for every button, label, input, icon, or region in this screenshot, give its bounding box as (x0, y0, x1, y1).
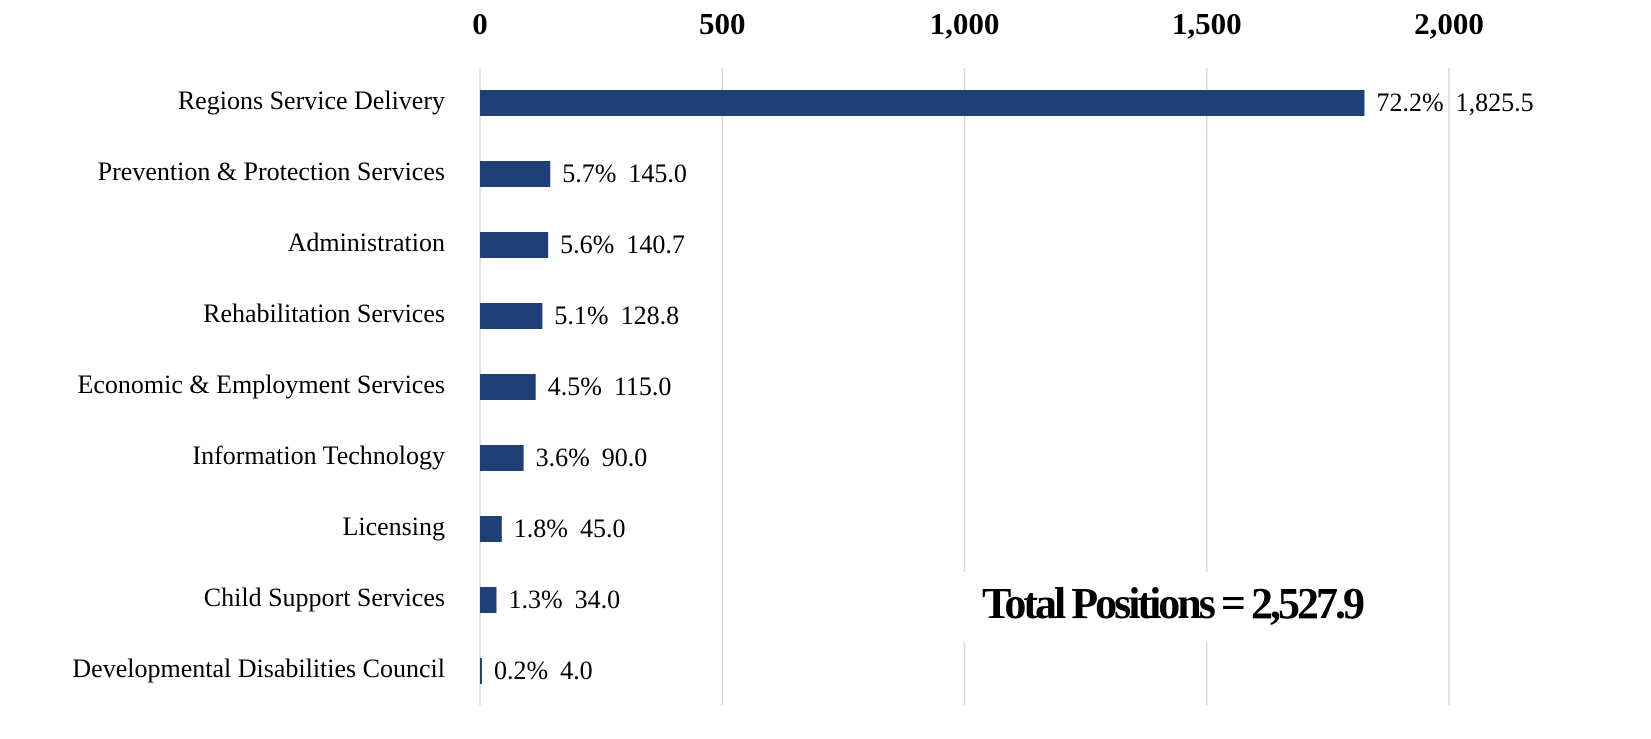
percent-label: 0.2% (494, 656, 548, 685)
data-label: 3.6% 90.0 (536, 443, 648, 472)
bar (480, 587, 497, 613)
percent-label: 1.8% (514, 514, 568, 543)
value-label: 90.0 (602, 443, 648, 472)
y-tick-label: Economic & Employment Services (77, 370, 445, 399)
bar (480, 303, 543, 329)
y-tick-label: Child Support Services (204, 583, 445, 612)
x-tick-label: 1,000 (930, 6, 1000, 41)
percent-label: 5.6% (560, 230, 614, 259)
annotation-box (955, 572, 1400, 642)
y-tick-label: Licensing (342, 512, 445, 541)
percent-label: 5.1% (554, 301, 608, 330)
data-label: 72.2% 1,825.5 (1376, 88, 1533, 117)
y-tick-label: Rehabilitation Services (203, 299, 445, 328)
bar (480, 658, 482, 684)
x-tick-label: 0 (472, 6, 488, 41)
percent-label: 1.3% (508, 585, 562, 614)
data-label: 1.3% 34.0 (508, 585, 620, 614)
y-tick-label: Information Technology (192, 441, 445, 470)
y-tick-label: Developmental Disabilities Council (72, 654, 445, 683)
x-tick-label: 1,500 (1172, 6, 1242, 41)
bar (480, 516, 502, 542)
x-tick-label: 2,000 (1414, 6, 1484, 41)
y-tick-label: Regions Service Delivery (178, 86, 445, 115)
annotation: Total Positions = 2,527.9 (982, 579, 1364, 628)
x-tick-label: 500 (699, 6, 746, 41)
data-label: 0.2% 4.0 (494, 656, 593, 685)
bar (480, 161, 551, 187)
data-label: 1.8% 45.0 (514, 514, 626, 543)
percent-label: 5.7% (562, 159, 616, 188)
data-label: 5.1% 128.8 (554, 301, 679, 330)
percent-label: 4.5% (548, 372, 602, 401)
percent-label: 72.2% (1376, 88, 1443, 117)
value-label: 115.0 (614, 372, 672, 401)
data-label: 4.5% 115.0 (548, 372, 672, 401)
data-label: 5.7% 145.0 (562, 159, 687, 188)
percent-label: 3.6% (536, 443, 590, 472)
bar (480, 445, 524, 471)
value-label: 140.7 (626, 230, 685, 259)
value-label: 128.8 (621, 301, 680, 330)
bar (480, 90, 1365, 116)
y-tick-label: Administration (288, 228, 445, 257)
value-label: 4.0 (560, 656, 593, 685)
value-label: 45.0 (580, 514, 626, 543)
data-label: 5.6% 140.7 (560, 230, 685, 259)
y-tick-label: Prevention & Protection Services (98, 157, 445, 186)
bar (480, 232, 549, 258)
value-label: 1,825.5 (1456, 88, 1534, 117)
value-label: 34.0 (575, 585, 621, 614)
bar (480, 374, 536, 400)
value-label: 145.0 (628, 159, 687, 188)
